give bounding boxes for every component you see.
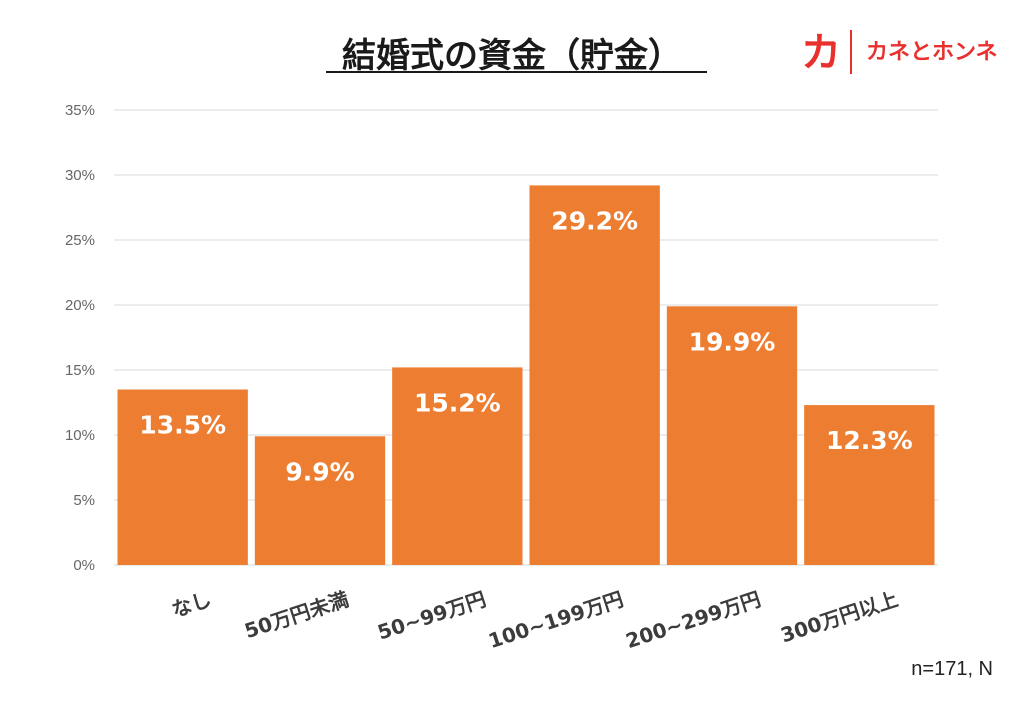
bar-value-label: 13.5% [139,411,226,440]
chart-title: 結婚式の資金（貯金） [342,36,682,76]
brand-logo: カ カネとホンネ [801,30,998,76]
bar-value-label: 29.2% [551,206,638,235]
bar [529,185,660,565]
category-label: 100~199万円 [485,587,626,653]
bar-value-label: 9.9% [285,457,354,486]
bar [666,306,798,565]
y-tick-label: 20% [65,297,95,314]
category-label: 200~299万円 [623,587,764,653]
category-label: 300万円以上 [778,587,901,647]
brand-mark-icon: カ [801,30,841,76]
brand-name: カネとホンネ [866,40,998,65]
y-axis-ticks: 0% 5% 10% 15% 20% 25% 30% 35% [65,102,95,574]
y-tick-label: 35% [65,102,95,119]
bar-value-label: 19.9% [689,327,776,356]
y-tick-label: 5% [73,492,95,509]
bar [804,405,935,565]
bar-value-labels: 13.5% 9.9% 15.2% 29.2% 19.9% 12.3% [139,206,912,486]
y-tick-label: 0% [73,557,95,574]
category-label: 50~99万円 [375,587,489,645]
bar [392,367,523,565]
category-label: なし [169,587,214,622]
bars [117,185,935,565]
bar-value-label: 15.2% [414,388,501,417]
gridlines [114,109,938,566]
sample-size-note: n=171, N [911,658,993,680]
y-tick-label: 10% [65,427,95,444]
y-tick-label: 15% [65,362,95,379]
bar-value-label: 12.3% [826,426,913,455]
y-tick-label: 30% [65,167,95,184]
category-label: 50万円未満 [242,587,352,643]
bar [254,436,386,565]
bar [117,389,248,565]
y-tick-label: 25% [65,232,95,249]
